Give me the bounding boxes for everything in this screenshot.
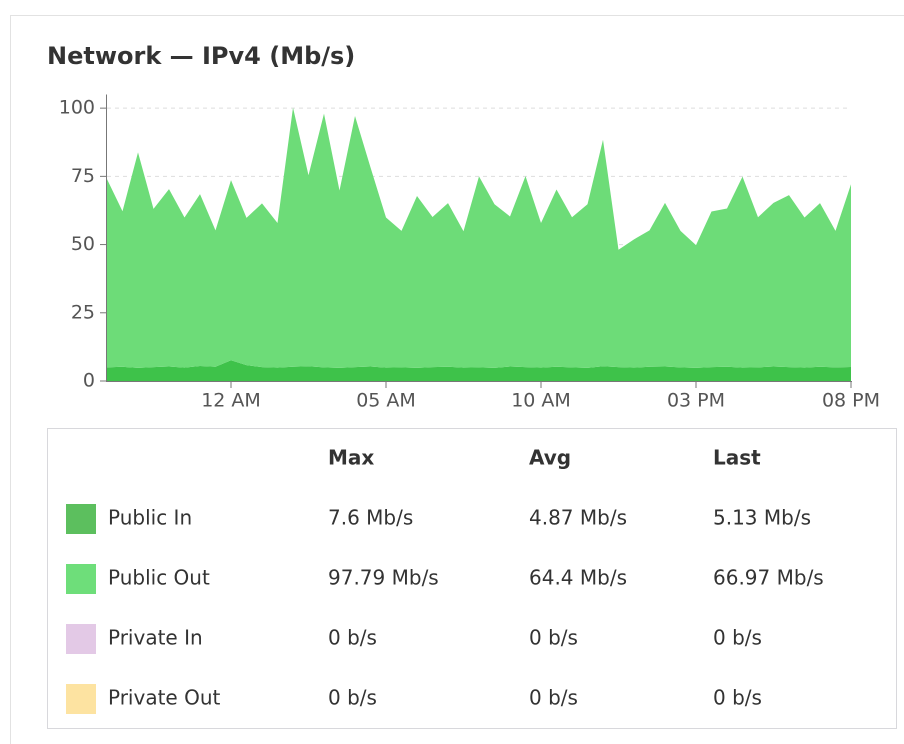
table-cell: 0 b/s xyxy=(713,626,762,650)
table-cell: 0 b/s xyxy=(529,626,578,650)
x-tick-label: 10 AM xyxy=(511,390,571,412)
legend-swatch xyxy=(66,564,96,594)
legend-swatch xyxy=(66,624,96,654)
chart-title: Network — IPv4 (Mb/s) xyxy=(47,42,355,70)
y-tick-label: 100 xyxy=(59,97,95,119)
legend-swatch xyxy=(66,504,96,534)
table-cell: 4.87 Mb/s xyxy=(529,506,627,530)
row-name: Public In xyxy=(108,506,192,530)
column-header: Last xyxy=(713,446,761,470)
table-cell: 0 b/s xyxy=(328,626,377,650)
y-tick-label: 50 xyxy=(71,233,95,255)
column-header: Avg xyxy=(529,446,571,470)
table-cell: 66.97 Mb/s xyxy=(713,566,824,590)
x-tick-label: 03 PM xyxy=(667,390,725,412)
table-cell: 0 b/s xyxy=(529,686,578,710)
x-tick-label: 12 AM xyxy=(201,390,261,412)
table-cell: 64.4 Mb/s xyxy=(529,566,627,590)
row-name: Public Out xyxy=(108,566,210,590)
row-name: Private In xyxy=(108,626,203,650)
y-tick-label: 0 xyxy=(83,370,95,392)
table-cell: 97.79 Mb/s xyxy=(328,566,439,590)
table-cell: 5.13 Mb/s xyxy=(713,506,811,530)
table-cell: 0 b/s xyxy=(713,686,762,710)
table-cell: 0 b/s xyxy=(328,686,377,710)
y-tick-label: 75 xyxy=(71,165,95,187)
y-tick-label: 25 xyxy=(71,301,95,323)
row-name: Private Out xyxy=(108,686,221,710)
x-tick-label: 08 PM xyxy=(822,390,880,412)
x-tick-label: 05 AM xyxy=(356,390,416,412)
table-frame xyxy=(47,428,897,729)
area xyxy=(107,107,851,368)
column-header: Max xyxy=(328,446,374,470)
legend-swatch xyxy=(66,684,96,714)
area xyxy=(107,360,851,381)
table-cell: 7.6 Mb/s xyxy=(328,506,413,530)
